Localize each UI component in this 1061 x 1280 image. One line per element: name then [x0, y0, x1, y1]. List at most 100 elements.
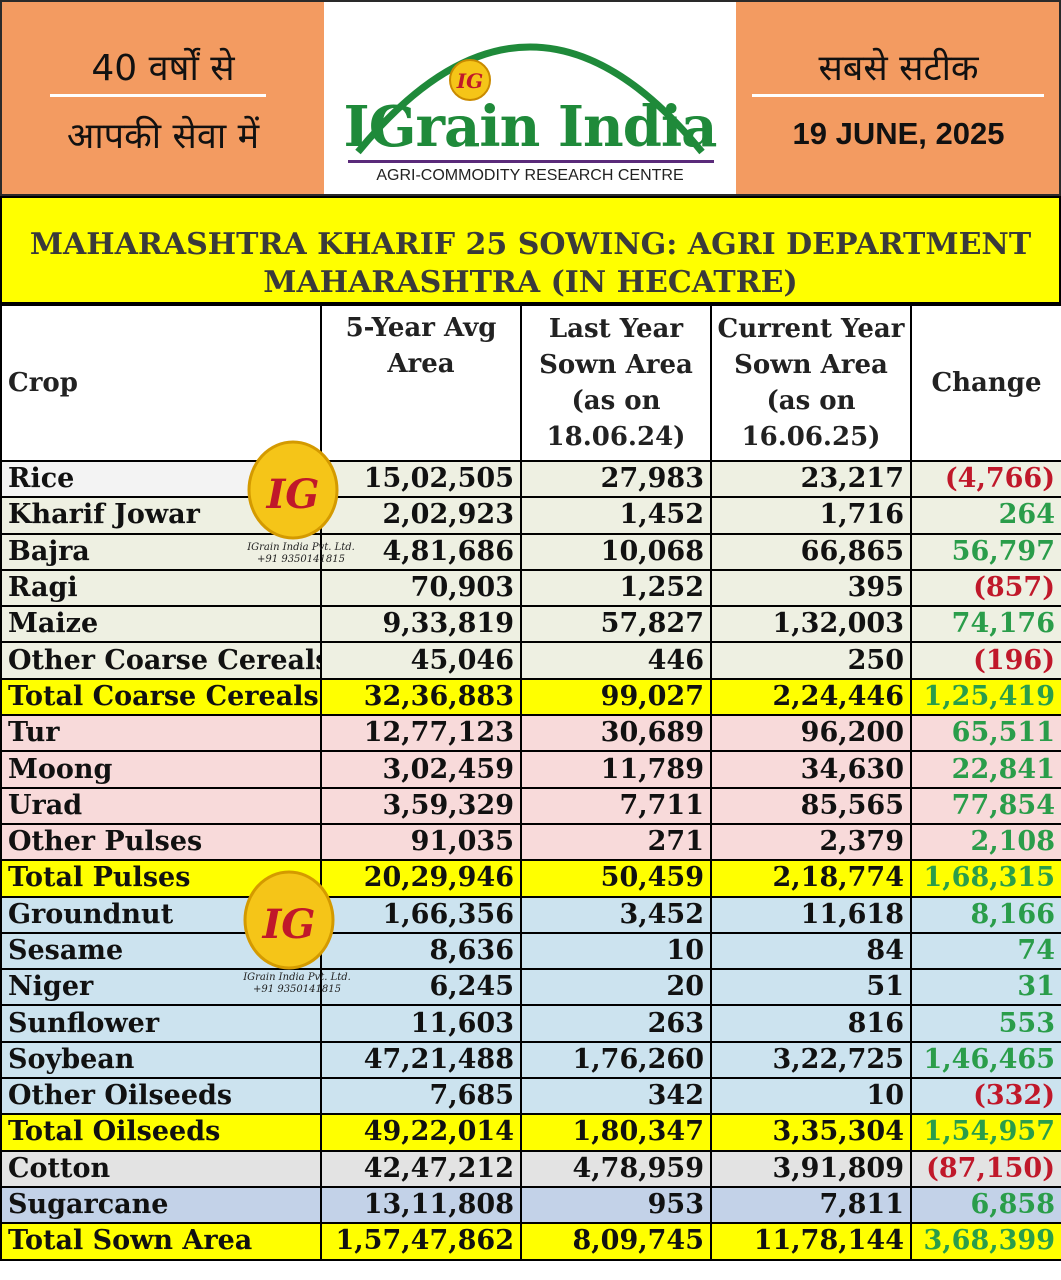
avg-area-cell: 47,21,488 [320, 1040, 522, 1080]
avg-area-cell: 45,046 [320, 641, 522, 680]
change-cell: (4,766) [910, 459, 1061, 499]
table-title-line2: MAHARASHTRA (IN HECATRE) [263, 265, 798, 300]
table-row: Moong 3,02,459 11,789 34,630 22,841 [0, 750, 1061, 789]
last-year-cell: 20 [520, 968, 712, 1007]
last-year-cell: 27,983 [520, 459, 712, 499]
change-cell: 1,46,465 [910, 1040, 1061, 1080]
current-year-cell: 11,618 [710, 895, 912, 934]
current-year-cell: 250 [710, 641, 912, 680]
last-year-cell: 1,80,347 [520, 1113, 712, 1152]
current-year-cell: 3,22,725 [710, 1040, 912, 1080]
change-cell: 3,68,399 [910, 1222, 1061, 1261]
header-cur-line2: Sown Area [734, 350, 888, 380]
total-row: Total Pulses 20,29,946 50,459 2,18,774 1,68,… [0, 859, 1061, 898]
current-year-cell: 2,24,446 [710, 677, 912, 717]
current-year-cell: 7,811 [710, 1185, 912, 1225]
current-year-cell: 3,91,809 [710, 1149, 912, 1188]
change-cell: 56,797 [910, 532, 1061, 571]
header-last-line4: 18.06.24) [546, 422, 686, 452]
watermark-text: IGrain India Pvt. Ltd. +91 9350141815 [232, 972, 362, 996]
header-change: Change [910, 304, 1061, 462]
change-cell: (857) [910, 568, 1061, 608]
total-row: Total Oilseeds 49,22,014 1,80,347 3,35,304 1… [0, 1113, 1061, 1152]
change-cell: (196) [910, 641, 1061, 680]
watermark-company: IGrain India Pvt. Ltd. [247, 542, 355, 553]
table-body: Rice 15,02,505 27,983 23,217 (4,766) Kharif J… [0, 459, 1061, 1261]
table-row: Kharif Jowar 2,02,923 1,452 1,716 264 [0, 496, 1061, 535]
header-avg-line1: 5-Year Avg [345, 313, 497, 343]
crop-name-cell: Total Coarse Cereals [0, 677, 322, 717]
header-last-line1: Last Year [548, 314, 684, 344]
total-row: Total Coarse Cereals 32,36,883 99,027 2,24,… [0, 677, 1061, 717]
last-year-cell: 271 [520, 822, 712, 862]
current-year-cell: 34,630 [710, 750, 912, 789]
change-cell: 74 [910, 931, 1061, 971]
table-row: Tur 12,77,123 30,689 96,200 65,511 [0, 714, 1061, 753]
header-current-year: Current Year Sown Area (as on 16.06.25) [710, 304, 912, 462]
change-cell: 1,25,419 [910, 677, 1061, 717]
last-year-cell: 1,76,260 [520, 1040, 712, 1080]
table-row: Sugarcane 13,11,808 953 7,811 6,858 [0, 1185, 1061, 1225]
crop-name-cell: Niger [0, 968, 322, 1007]
table-row: Urad 3,59,329 7,711 85,565 77,854 [0, 786, 1061, 825]
table-row: Bajra 4,81,686 10,068 66,865 56,797 [0, 532, 1061, 571]
current-year-cell: 1,716 [710, 496, 912, 535]
report-date: 19 JUNE, 2025 [792, 116, 1005, 151]
avg-area-cell: 7,685 [320, 1077, 522, 1116]
last-year-cell: 8,09,745 [520, 1222, 712, 1261]
current-year-cell: 66,865 [710, 532, 912, 571]
table-row: Groundnut 1,66,356 3,452 11,618 8,166 [0, 895, 1061, 934]
brand-tagline: AGRI-COMMODITY RESEARCH CENTRE [376, 167, 684, 184]
crop-name-cell: Cotton [0, 1149, 322, 1188]
watermark-logo-icon: IG [243, 870, 335, 970]
avg-area-cell: 3,02,459 [320, 750, 522, 789]
change-cell: 6,858 [910, 1185, 1061, 1225]
header-crop: Crop [0, 304, 322, 462]
table-title: MAHARASHTRA KHARIF 25 SOWING: AGRI DEPAR… [0, 196, 1061, 304]
table-row: Soybean 47,21,488 1,76,260 3,22,725 1,46,465 [0, 1040, 1061, 1080]
current-year-cell: 51 [710, 968, 912, 1007]
change-cell: 264 [910, 496, 1061, 535]
current-year-cell: 2,379 [710, 822, 912, 862]
last-year-cell: 263 [520, 1004, 712, 1043]
crop-name-cell: Total Sown Area [0, 1222, 322, 1261]
last-year-cell: 1,452 [520, 496, 712, 535]
change-cell: 1,54,957 [910, 1113, 1061, 1152]
crop-name-cell: Bajra [0, 532, 322, 571]
table-row: Maize 9,33,819 57,827 1,32,003 74,176 [0, 605, 1061, 644]
watermark-text: IGrain India Pvt. Ltd. +91 9350141815 [236, 542, 366, 566]
avg-area-cell: 70,903 [320, 568, 522, 608]
watermark-phone: +91 9350141815 [253, 984, 341, 995]
header-left-divider [50, 94, 266, 97]
table-row: Other Pulses 91,035 271 2,379 2,108 [0, 822, 1061, 862]
header-left-line2: आपकी सेवा में [66, 116, 260, 157]
change-cell: 1,68,315 [910, 859, 1061, 898]
table-row: Ragi 70,903 1,252 395 (857) [0, 568, 1061, 608]
current-year-cell: 2,18,774 [710, 859, 912, 898]
watermark-2: IG IGrain India Pvt. Ltd. +91 9350141815 [242, 868, 352, 1008]
brand-underline [348, 160, 714, 163]
header-avg-line2: Area [387, 349, 455, 379]
avg-area-cell: 91,035 [320, 822, 522, 862]
header-left: 40 वर्षों से आपकी सेवा में [2, 2, 324, 194]
current-year-cell: 816 [710, 1004, 912, 1043]
logo-mark-text: IG [456, 69, 483, 93]
header-cur-line1: Current Year [717, 314, 905, 344]
header-left-line1: 40 वर्षों से [91, 48, 235, 89]
crop-name-cell: Urad [0, 786, 322, 825]
change-cell: 553 [910, 1004, 1061, 1043]
header-right-line1: सबसे सटीक [818, 48, 979, 89]
change-cell: 22,841 [910, 750, 1061, 789]
last-year-cell: 10 [520, 931, 712, 971]
table-row: Cotton 42,47,212 4,78,959 3,91,809 (87,150) [0, 1149, 1061, 1188]
header-cur-line4: 16.06.25) [741, 422, 881, 452]
avg-area-cell: 12,77,123 [320, 714, 522, 753]
last-year-cell: 30,689 [520, 714, 712, 753]
brand-name: IGrain India [343, 94, 718, 160]
avg-area-cell: 32,36,883 [320, 677, 522, 717]
change-cell: (87,150) [910, 1149, 1061, 1188]
table-row: Niger 6,245 20 51 31 [0, 968, 1061, 1007]
avg-area-cell: 9,33,819 [320, 605, 522, 644]
avg-area-cell: 20,29,946 [320, 859, 522, 898]
